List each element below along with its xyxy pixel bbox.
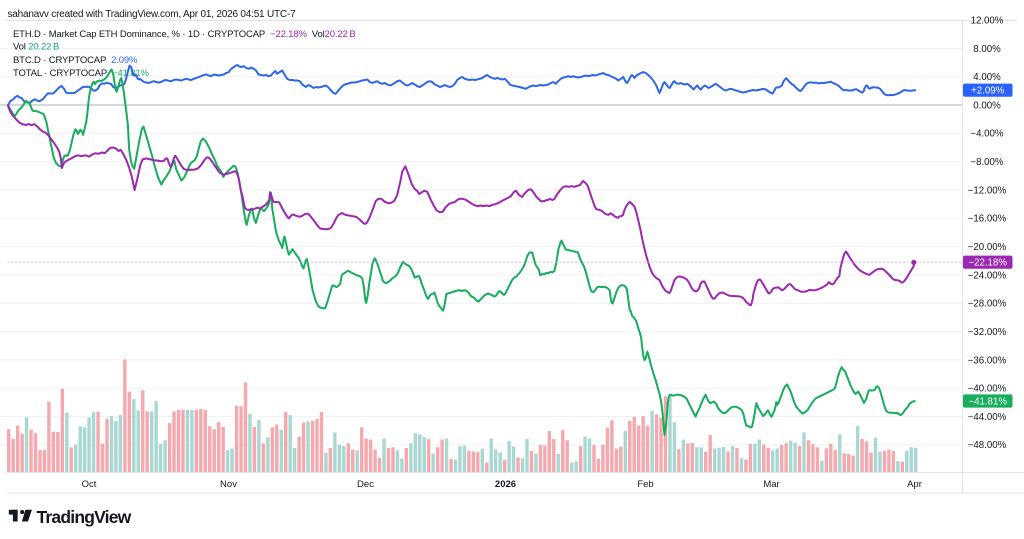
svg-text:Oct: Oct xyxy=(82,479,97,490)
svg-text:−36.00%: −36.00% xyxy=(968,355,1007,366)
svg-text:TradingView: TradingView xyxy=(37,507,132,527)
svg-text:−22.18%: −22.18% xyxy=(968,258,1007,269)
svg-text:Dec: Dec xyxy=(357,479,374,490)
svg-text:Mar: Mar xyxy=(763,479,779,490)
svg-text:Feb: Feb xyxy=(637,479,653,490)
svg-text:2026: 2026 xyxy=(495,479,516,490)
svg-text:−44.00%: −44.00% xyxy=(968,412,1007,423)
svg-text:4.00%: 4.00% xyxy=(973,72,1001,83)
svg-text:−40.00%: −40.00% xyxy=(968,384,1007,395)
svg-text:−8.00%: −8.00% xyxy=(970,157,1004,168)
svg-text:−28.00%: −28.00% xyxy=(968,299,1007,310)
svg-text:−20.00%: −20.00% xyxy=(968,242,1007,253)
svg-text:−24.00%: −24.00% xyxy=(968,270,1007,281)
svg-text:8.00%: 8.00% xyxy=(973,44,1001,55)
svg-text:−4.00%: −4.00% xyxy=(970,129,1004,140)
svg-text:ETH.D · Market Cap ETH Dominan: ETH.D · Market Cap ETH Dominance, % · 1D… xyxy=(13,29,356,40)
svg-text:TOTAL · CRYPTOCAP −41.81%: TOTAL · CRYPTOCAP −41.81% xyxy=(13,68,149,79)
svg-text:−32.00%: −32.00% xyxy=(968,327,1007,338)
svg-text:+2.09%: +2.09% xyxy=(971,86,1005,97)
svg-text:Apr: Apr xyxy=(907,479,922,490)
svg-text:0.00%: 0.00% xyxy=(973,100,1001,111)
svg-text:12.00%: 12.00% xyxy=(971,15,1004,26)
svg-text:−48.00%: −48.00% xyxy=(968,440,1007,451)
svg-text:Nov: Nov xyxy=(220,479,237,490)
svg-text:−12.00%: −12.00% xyxy=(968,185,1007,196)
svg-text:sahanavv created with TradingV: sahanavv created with TradingView.com, A… xyxy=(8,9,297,20)
svg-text:BTC.D · CRYPTOCAP 2.09%: BTC.D · CRYPTOCAP 2.09% xyxy=(13,55,138,66)
svg-text:Vol 20.22 B: Vol 20.22 B xyxy=(13,41,59,52)
svg-text:−16.00%: −16.00% xyxy=(968,214,1007,225)
svg-text:−41.81%: −41.81% xyxy=(968,396,1007,407)
